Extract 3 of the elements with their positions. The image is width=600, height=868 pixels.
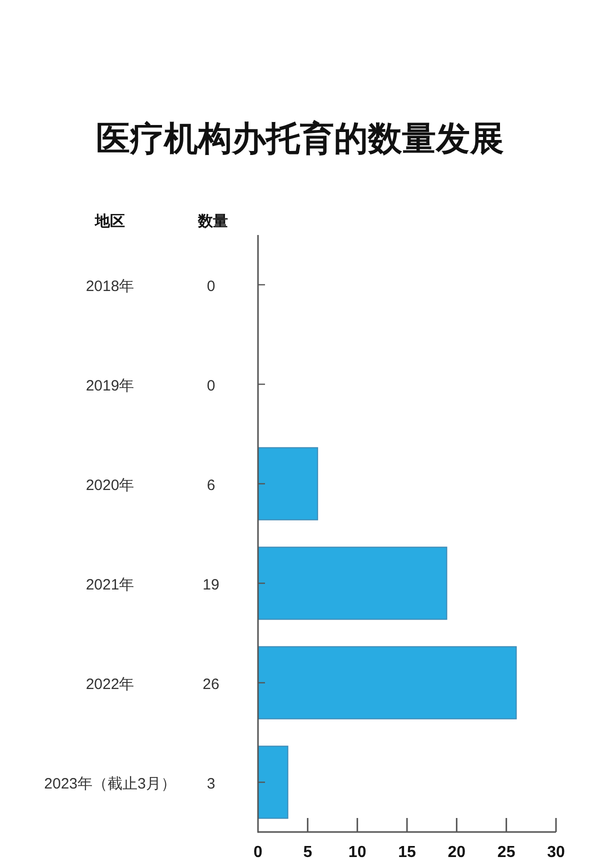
ylabel: 地区 bbox=[95, 213, 125, 230]
annotation: 数量 bbox=[198, 213, 228, 230]
title: 医疗机构办托育的数量发展 bbox=[96, 120, 504, 158]
